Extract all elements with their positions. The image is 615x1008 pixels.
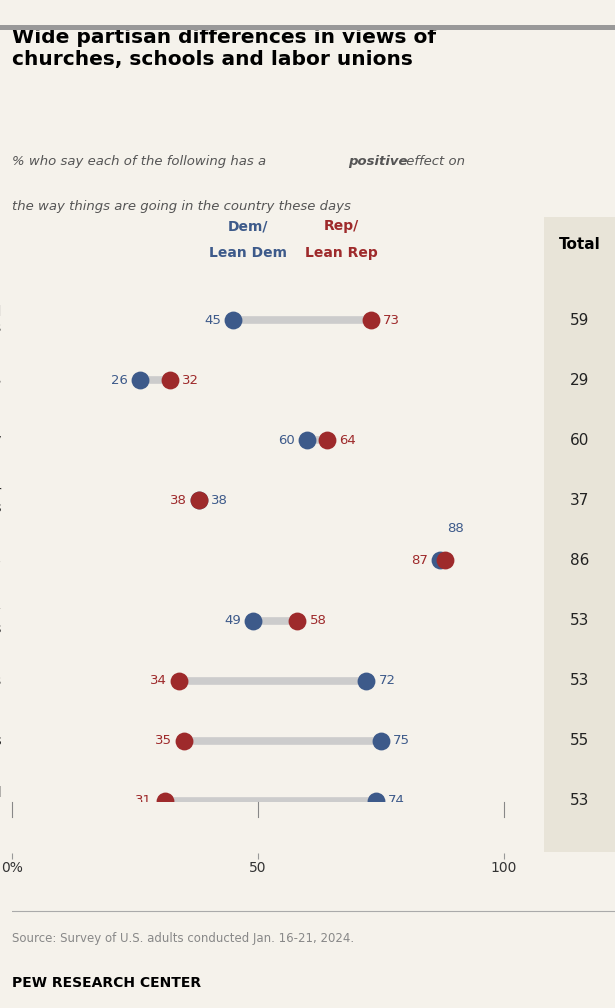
- Point: [229, 312, 239, 329]
- Text: 53: 53: [570, 793, 589, 808]
- Point: [435, 552, 445, 569]
- Text: Wide partisan differences in views of
churches, schools and labor unions: Wide partisan differences in views of ch…: [12, 27, 437, 70]
- Text: Total: Total: [559, 237, 600, 252]
- Point: [371, 792, 381, 808]
- Text: 38: 38: [170, 494, 187, 507]
- Text: 29: 29: [570, 373, 589, 388]
- Text: % who say each of the following has a: % who say each of the following has a: [12, 154, 271, 167]
- Point: [194, 492, 204, 508]
- Text: 45: 45: [204, 313, 221, 327]
- Point: [160, 792, 170, 808]
- Point: [366, 312, 376, 329]
- Text: 37: 37: [570, 493, 589, 508]
- Text: Lean Dem: Lean Dem: [209, 246, 287, 259]
- Text: 60: 60: [570, 432, 589, 448]
- Text: 72: 72: [378, 674, 395, 687]
- Text: 58: 58: [309, 614, 327, 627]
- Text: Lean Rep: Lean Rep: [305, 246, 378, 259]
- Text: Rep/: Rep/: [324, 220, 359, 234]
- Text: Dem/: Dem/: [228, 220, 268, 234]
- Point: [175, 672, 184, 688]
- Text: 34: 34: [150, 674, 167, 687]
- Point: [194, 492, 204, 508]
- Text: 38: 38: [212, 494, 228, 507]
- Text: Source: Survey of U.S. adults conducted Jan. 16-21, 2024.: Source: Survey of U.S. adults conducted …: [12, 931, 354, 944]
- Point: [248, 613, 258, 629]
- Point: [180, 733, 189, 749]
- Text: 73: 73: [383, 313, 400, 327]
- Text: effect on: effect on: [402, 154, 465, 167]
- Text: the way things are going in the country these days: the way things are going in the country …: [12, 200, 351, 213]
- Text: 87: 87: [411, 554, 427, 566]
- Point: [322, 432, 331, 449]
- Text: positive: positive: [349, 154, 408, 167]
- Text: 64: 64: [339, 433, 356, 447]
- Text: 86: 86: [570, 553, 589, 568]
- Text: 53: 53: [570, 673, 589, 688]
- Point: [165, 372, 175, 388]
- Text: 49: 49: [224, 614, 241, 627]
- Text: 53: 53: [570, 613, 589, 628]
- Point: [361, 672, 371, 688]
- Point: [302, 432, 312, 449]
- Text: 55: 55: [570, 733, 589, 748]
- Text: 31: 31: [135, 794, 153, 807]
- Text: 32: 32: [182, 374, 199, 387]
- Text: PEW RESEARCH CENTER: PEW RESEARCH CENTER: [12, 976, 202, 990]
- Text: 74: 74: [388, 794, 405, 807]
- Text: 59: 59: [570, 312, 589, 328]
- Text: 75: 75: [393, 734, 410, 747]
- Text: 88: 88: [447, 522, 464, 535]
- Text: 35: 35: [155, 734, 172, 747]
- Text: 60: 60: [278, 433, 295, 447]
- Point: [135, 372, 145, 388]
- Point: [376, 733, 386, 749]
- Text: 26: 26: [111, 374, 128, 387]
- Point: [440, 552, 450, 569]
- Point: [292, 613, 302, 629]
